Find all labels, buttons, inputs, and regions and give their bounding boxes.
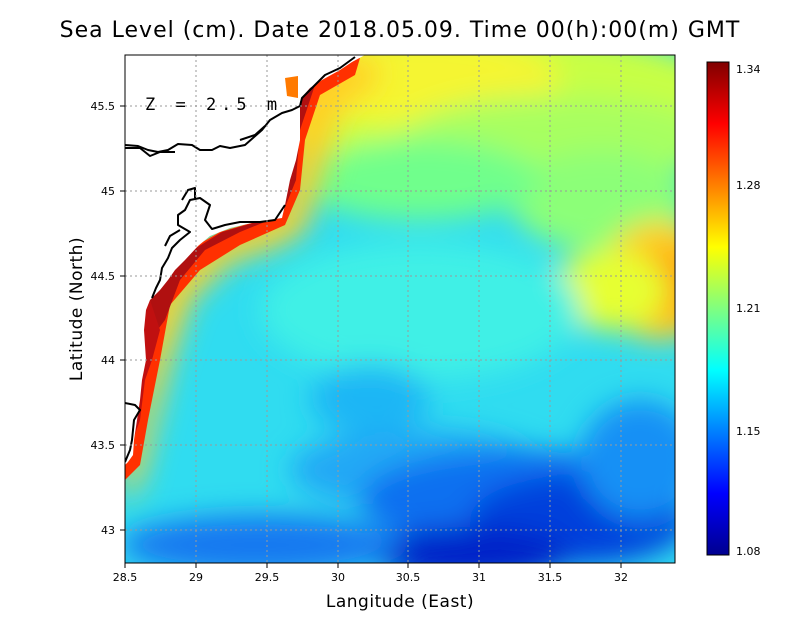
x-tick-label: 32 bbox=[614, 571, 628, 584]
y-tick-label: 43 bbox=[101, 524, 115, 537]
sea-level-field bbox=[125, 55, 675, 563]
x-tick-label: 29 bbox=[189, 571, 203, 584]
grid-lines bbox=[125, 55, 675, 563]
land-mass bbox=[125, 55, 365, 465]
x-tick-label: 30 bbox=[331, 571, 345, 584]
colorbar: 1.34 1.28 1.21 1.15 1.08 bbox=[706, 61, 761, 558]
colorbar-gradient bbox=[707, 62, 729, 555]
depth-label: Z = 2.5 m bbox=[145, 95, 282, 115]
plot-frame bbox=[124, 54, 676, 564]
y-tick-label: 45 bbox=[101, 185, 115, 198]
coastline bbox=[125, 56, 356, 463]
map-title: Sea Level (cm). Date 2018.05.09. Time 00… bbox=[59, 18, 741, 43]
x-tick-label: 31.5 bbox=[538, 571, 563, 584]
x-tick-label: 29.5 bbox=[255, 571, 280, 584]
x-tick-label: 30.5 bbox=[396, 571, 421, 584]
x-tick-label: 31 bbox=[472, 571, 486, 584]
y-tick-label: 44 bbox=[101, 354, 115, 367]
colorbar-tick-label: 1.21 bbox=[736, 302, 761, 315]
colorbar-tick-label: 1.15 bbox=[736, 425, 761, 438]
colorbar-tick-label: 1.08 bbox=[736, 545, 761, 558]
x-tick-label: 28.5 bbox=[113, 571, 138, 584]
y-axis-title: Latitude (North) bbox=[67, 237, 87, 381]
x-axis-title: Langitude (East) bbox=[326, 592, 474, 612]
y-tick-label: 43.5 bbox=[91, 439, 116, 452]
y-tick-label: 44.5 bbox=[91, 270, 116, 283]
y-tick-label: 45.5 bbox=[91, 100, 116, 113]
colorbar-tick-label: 1.28 bbox=[736, 179, 761, 192]
colorbar-tick-label: 1.34 bbox=[736, 63, 761, 76]
